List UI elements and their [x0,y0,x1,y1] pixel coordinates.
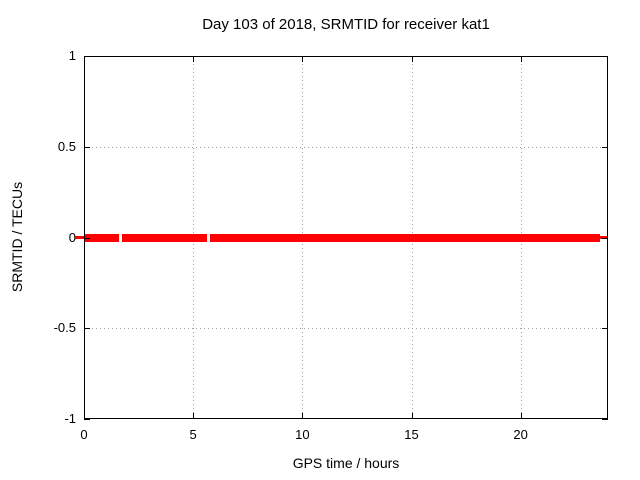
data-series-segment [121,233,207,242]
y-tick-label: -0.5 [53,320,76,336]
chart-title: Day 103 of 2018, SRMTID for receiver kat… [202,16,490,33]
x-tick-label: 10 [295,427,310,442]
gridline-y-0.5 [84,146,608,148]
y-tick-left [84,146,90,148]
y-tick-right [602,237,608,239]
gridline-y--0.5 [84,328,608,330]
y-tick-left [84,328,90,330]
data-series-thin-segment [75,236,84,239]
x-tick-bottom [302,413,304,419]
x-tick-top [302,56,304,62]
x-tick-label: 5 [189,427,197,442]
x-tick-bottom [520,413,522,419]
y-tick-label: 1 [68,48,76,63]
y-tick-left [84,419,90,420]
x-tick-top [411,56,413,62]
y-tick-right [602,146,608,148]
x-tick-top [193,56,195,62]
data-series-segment [210,233,601,242]
x-tick-label: 0 [80,427,88,442]
x-axis-label: GPS time / hours [292,455,400,471]
x-tick-top [520,56,522,62]
x-tick-bottom [411,413,413,419]
y-tick-right [602,419,608,420]
y-tick-left [84,237,90,239]
x-tick-label: 20 [513,427,528,442]
x-tick-bottom [193,413,195,419]
data-series-segment [84,233,119,242]
y-tick-label: 0.5 [57,138,76,154]
plot-area: 0 5 10 15 20 -1 -0.5 0 0.5 1 [54,48,608,442]
y-tick-right [602,328,608,330]
y-tick-label: -1 [64,411,76,426]
x-tick-label: 15 [404,427,419,442]
y-tick-right [602,56,608,57]
y-tick-left [84,56,90,57]
y-tick-label: 0 [68,229,76,245]
